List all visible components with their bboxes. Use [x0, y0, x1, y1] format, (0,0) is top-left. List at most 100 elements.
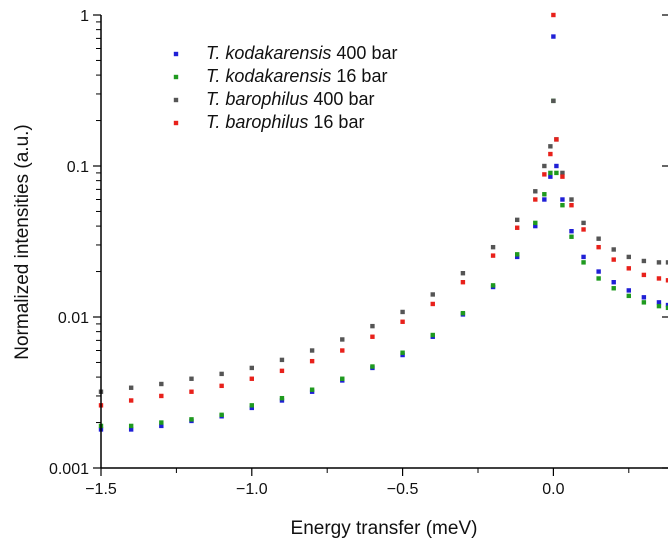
series-3-point-9 [370, 334, 375, 339]
series-2-point-24 [611, 247, 616, 252]
series-0-point-28 [665, 302, 668, 308]
series-2-point-4 [219, 371, 224, 377]
series-0-point-14 [515, 254, 520, 260]
y-tick-label-3: 1 [80, 8, 89, 25]
series-3-point-8 [340, 348, 345, 353]
series-2-point-21 [569, 197, 574, 202]
series-2-point-7 [309, 348, 315, 353]
series-1-point-8 [340, 376, 345, 381]
series-0-point-20 [560, 197, 565, 202]
series-3-point-23 [596, 244, 601, 250]
series-2-point-16 [542, 163, 547, 169]
series-1-point-12 [460, 310, 466, 316]
series-0-point-5 [249, 405, 254, 411]
series-3-point-4 [219, 383, 224, 389]
series-3-point-16 [542, 172, 547, 177]
series-1-point-23 [596, 276, 601, 281]
series-0-point-16 [542, 197, 547, 202]
series-0-point-22 [581, 254, 586, 260]
series-3-point-17 [548, 151, 553, 157]
series-3-point-3 [189, 389, 194, 394]
series-3-point-24 [611, 257, 616, 262]
series-1-point-21 [569, 234, 574, 239]
series-1-point-9 [370, 364, 375, 369]
legend-label-1: T. kodakarensis 16 bar [206, 66, 387, 86]
legend-condition-2: 400 bar [308, 89, 374, 109]
series-0-point-27 [656, 300, 662, 305]
y-tick-label-0: 0.001 [49, 461, 89, 478]
axes [100, 15, 668, 469]
series-1-point-2 [159, 420, 164, 425]
series-3-point-22 [581, 227, 586, 232]
series-1-point-5 [249, 403, 254, 408]
series-1-point-27 [656, 303, 662, 309]
legend-species-2: T. barophilus [206, 89, 308, 109]
x-axis-label: Energy transfer (meV) [291, 518, 478, 539]
series-2-point-10 [400, 309, 405, 315]
legend-item-2: T. barophilus 400 bar [173, 89, 374, 109]
series-3-point-2 [159, 393, 164, 399]
legend-species-3: T. barophilus [206, 112, 308, 132]
series-2-point-17 [548, 144, 553, 149]
series-1-point-25 [626, 293, 631, 299]
series-0-point-24 [611, 280, 616, 285]
legend-species-0: T. kodakarensis [206, 43, 331, 63]
series-2-point-26 [641, 258, 647, 264]
series-1-point-4 [219, 412, 224, 418]
legend-item-0: T. kodakarensis 400 bar [173, 43, 397, 63]
series-3-point-13 [490, 253, 496, 258]
series-2-point-28 [665, 260, 668, 265]
series-2-point-11 [430, 292, 435, 297]
series-1-point-3 [189, 417, 194, 422]
y-tick-label-1: 0.01 [58, 310, 89, 327]
legend-item-3: T. barophilus 16 bar [173, 112, 364, 132]
series-0-point-18 [551, 34, 556, 39]
series-0-point-6 [279, 398, 285, 403]
series-0-point-17 [548, 174, 553, 179]
series-2-point-1 [128, 385, 134, 390]
series-2-point-25 [626, 254, 631, 260]
legend-label-0: T. kodakarensis 400 bar [206, 43, 397, 63]
series-3-point-12 [460, 280, 466, 285]
series-0-point-2 [159, 423, 164, 429]
series-3-point-6 [279, 368, 285, 374]
series-2-point-6 [279, 357, 285, 363]
series-2-point-22 [581, 220, 586, 226]
series-2-point-13 [490, 244, 496, 250]
series-3-point-26 [641, 272, 647, 278]
series-1-point-19 [554, 170, 559, 176]
series-3-point-10 [400, 319, 405, 324]
series-1-point-20 [560, 203, 565, 208]
series-2-point-20 [560, 170, 565, 176]
series-0-point-25 [626, 288, 631, 293]
series-1-point-14 [515, 252, 520, 257]
series-2-point-8 [340, 337, 345, 342]
series-1-point-26 [641, 300, 647, 305]
series-3-point-28 [665, 278, 668, 283]
series-1-point-24 [611, 286, 616, 291]
series-2-point-5 [249, 365, 254, 371]
series-0-point-26 [641, 295, 647, 300]
series-2-point-2 [159, 381, 164, 387]
series-0-point-10 [400, 352, 405, 358]
series-3-point-19 [554, 137, 559, 142]
series-1-point-22 [581, 260, 586, 265]
series-3-point-20 [560, 174, 565, 179]
series-3-point-18 [551, 12, 556, 18]
series-2-point-12 [460, 271, 466, 276]
y-tick-label-2: 0.1 [67, 159, 89, 176]
series-3-point-25 [626, 266, 631, 271]
series-1-point-16 [542, 192, 547, 197]
legend-condition-1: 16 bar [331, 66, 387, 86]
series-1-point-7 [309, 387, 315, 392]
series-2-point-23 [596, 236, 601, 241]
series-0-point-15 [533, 223, 538, 229]
legend-item-1: T. kodakarensis 16 bar [173, 66, 387, 86]
series-2-point-15 [533, 189, 538, 194]
legend-marker-3 [173, 120, 179, 126]
x-tick-label-0: −1.5 [85, 481, 117, 498]
series-1-point-6 [279, 395, 285, 401]
y-axis-label: Normalized intensities (a.u.) [12, 124, 33, 359]
